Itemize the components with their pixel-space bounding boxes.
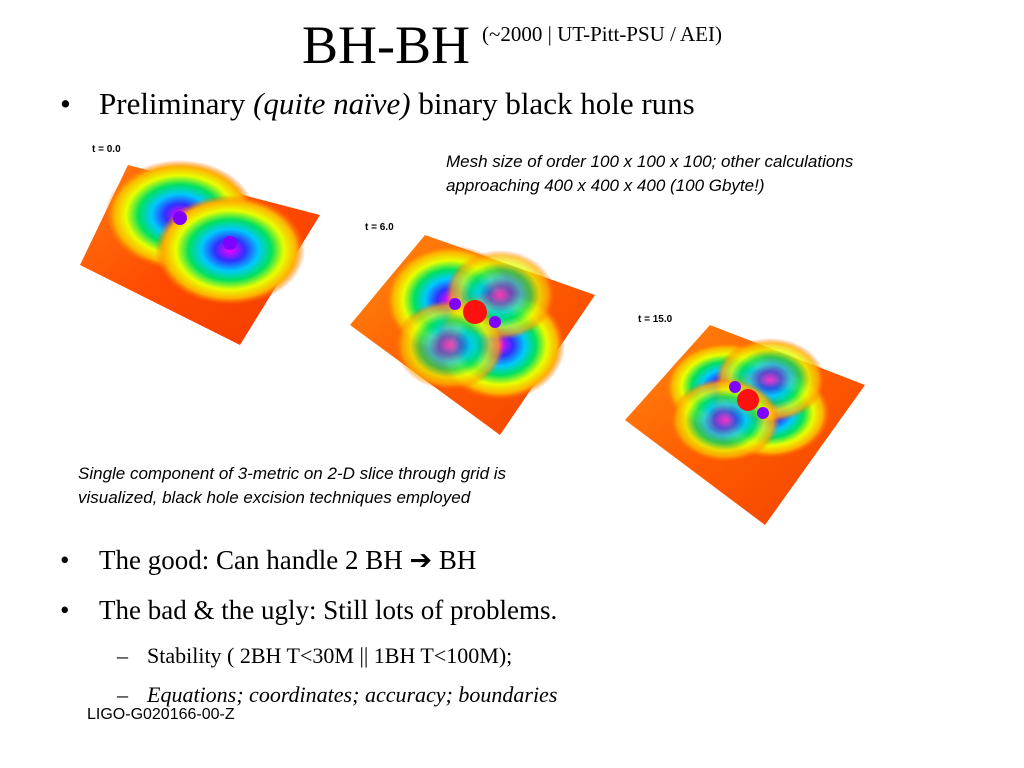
snapshot-t0 [80,160,320,345]
snapshot-label-t0: t = 0.0 [92,144,121,155]
sub-bullet-equations-text: Equations; coordinates; accuracy; bounda… [147,682,558,707]
sub-bullet-equations: – Equations; coordinates; accuracy; boun… [117,682,557,708]
title-main: BH-BH [302,15,471,75]
black-hole [223,236,237,250]
title-subtitle: (~2000 | UT-Pitt-PSU / AEI) [482,22,722,46]
bullet-dot: • [60,86,71,121]
arrow-icon: ➔ [409,545,433,575]
bullet-bad-text: The bad & the ugly: Still lots of proble… [99,595,558,625]
sub-bullet-stability: – Stability ( 2BH T<30M || 1BH T<100M); [117,643,512,669]
sub-bullet-dash: – [117,643,128,668]
snapshot-t6 [350,235,595,435]
field-lobe [395,300,505,390]
bullet-dot: • [60,595,70,625]
bullet-emphasis: (quite naïve) [253,86,411,121]
black-hole [173,211,187,225]
note-mesh-size: Mesh size of order 100 x 100 x 100; othe… [446,152,854,195]
snapshot-label-t6: t = 6.0 [365,222,394,233]
black-hole-lobe [757,407,769,419]
bullet-suffix: binary black hole runs [410,86,695,121]
bullet-preliminary: • Preliminary (quite naïve) binary black… [60,86,695,122]
snapshot-t15 [625,325,865,525]
bullet-dot: • [60,545,70,575]
black-hole-lobe [489,316,501,328]
black-hole-lobe [729,381,741,393]
bullet-good-suffix: BH [432,545,477,575]
footer-document-id: LIGO-G020166-00-Z [87,706,235,723]
black-hole [463,300,487,324]
bullet-the-bad: • The bad & the ugly: Still lots of prob… [60,595,557,626]
field-lobe [670,378,780,462]
bullet-prefix: Preliminary [99,86,254,121]
sub-bullet-stability-text: Stability ( 2BH T<30M || 1BH T<100M); [147,643,513,668]
note-visualization: Single component of 3-metric on 2-D slic… [78,464,507,507]
black-hole [737,389,759,411]
sub-bullet-dash: – [117,682,128,707]
black-hole-lobe [449,298,461,310]
slide-title: BH-BH (~2000 | UT-Pitt-PSU / AEI) [0,14,1024,76]
bullet-the-good: • The good: Can handle 2 BH ➔ BH [60,545,476,576]
snapshot-label-t15: t = 15.0 [638,314,673,325]
bullet-good-prefix: The good: Can handle 2 BH [99,545,410,575]
